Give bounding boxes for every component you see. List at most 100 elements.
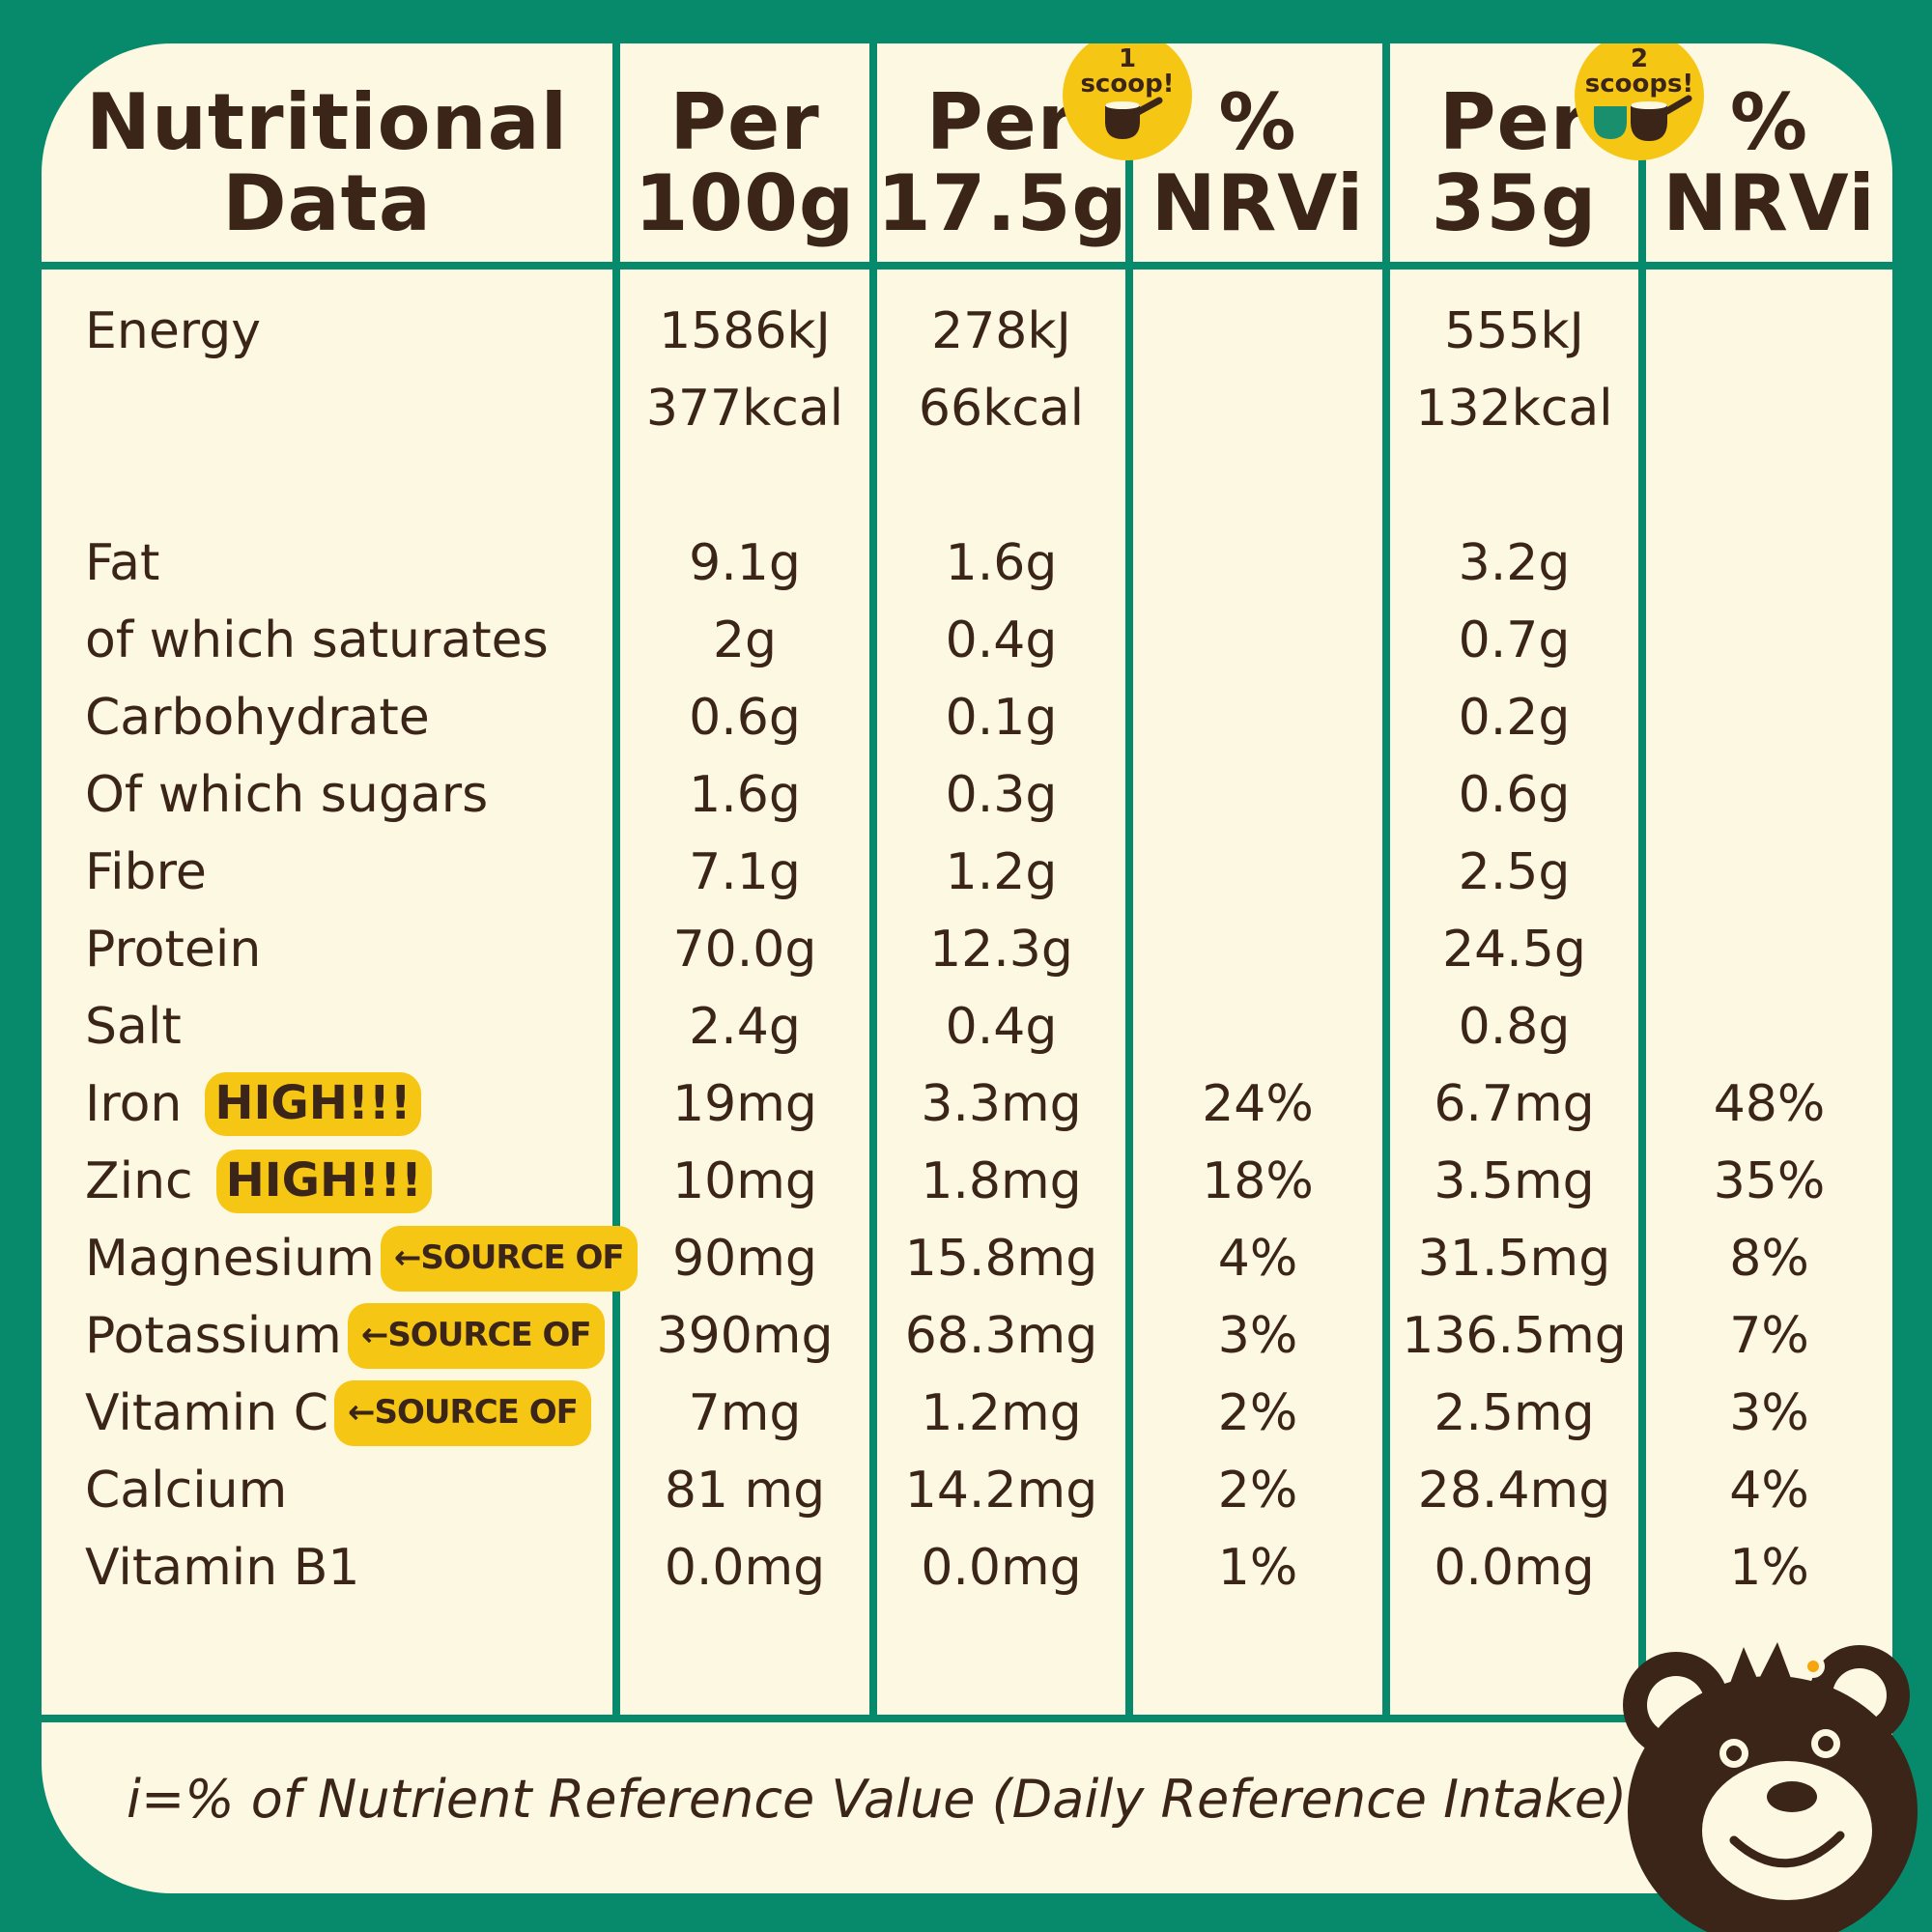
- nutrient-name: Salt: [85, 998, 182, 1056]
- header-line: NRVi: [1662, 158, 1876, 248]
- value-per17: 0.4g: [945, 998, 1058, 1056]
- nutrient-name: Energy: [85, 302, 262, 360]
- source-of-badge: ←SOURCE OF: [347, 1303, 605, 1369]
- nutrient-name: Fat: [85, 534, 160, 592]
- nutrient-name: Calcium: [85, 1462, 288, 1520]
- header-divider: [42, 262, 1892, 270]
- row-label-energy: Energy: [85, 293, 261, 370]
- header-line: 17.5g: [877, 158, 1128, 248]
- row-label: Vitamin C ←SOURCE OF: [85, 1375, 591, 1452]
- energy-kcal-per-17-5g: 66kcal: [918, 380, 1085, 438]
- value-nrv1: 1%: [1217, 1539, 1298, 1597]
- header-line: Per: [925, 77, 1077, 167]
- row-label: of which saturates: [85, 602, 549, 679]
- header-nutritional-data: Nutritional Data: [42, 82, 612, 244]
- value-per35: 2.5mg: [1434, 1384, 1595, 1442]
- value-per17: 1.2g: [945, 843, 1058, 901]
- footnote: i=% of Nutrient Reference Value (Daily R…: [127, 1769, 1628, 1830]
- header-line: Data: [222, 158, 432, 248]
- row-label: Potassium ←SOURCE OF: [85, 1297, 605, 1375]
- value-nrv2: 3%: [1729, 1384, 1809, 1442]
- row-label: Magnesium ←SOURCE OF: [85, 1220, 638, 1297]
- nutrient-name: Iron: [85, 1075, 183, 1133]
- value-nrv1: [1133, 679, 1382, 756]
- value-per100: 7mg: [688, 1384, 802, 1442]
- value-nrv1: [1133, 756, 1382, 834]
- header-line: Nutritional: [85, 77, 568, 167]
- value-per17: 1.6g: [945, 534, 1058, 592]
- header-line: Per: [669, 77, 820, 167]
- value-per100: 70.0g: [672, 921, 817, 979]
- header-line: Per: [1438, 77, 1590, 167]
- value-per17: 0.1g: [945, 689, 1058, 747]
- scoop-badge-text: 1 scoop!: [1063, 46, 1192, 97]
- two-scoops-icon: [1594, 95, 1692, 141]
- value-per100: 390mg: [656, 1307, 834, 1365]
- scoop-badge-text: 2 scoops!: [1575, 46, 1704, 97]
- header-line: %: [1729, 77, 1809, 167]
- header-line: 100g: [634, 158, 856, 248]
- value-nrv2: [1646, 602, 1892, 679]
- value-nrv2: [1646, 679, 1892, 756]
- row-label: Salt: [85, 988, 182, 1065]
- nutrient-name: Protein: [85, 921, 262, 979]
- value-per100: 10mg: [672, 1152, 817, 1210]
- value-nrv1: 2%: [1217, 1384, 1298, 1442]
- value-per17: 0.3g: [945, 766, 1058, 824]
- scoop-label: scoops!: [1584, 70, 1694, 99]
- value-per100: 0.6g: [689, 689, 801, 747]
- header-per-100g: Per 100g: [620, 82, 869, 244]
- row-label: Iron HIGH!!!: [85, 1065, 421, 1143]
- value-nrv1: [1133, 911, 1382, 988]
- energy-kj-per-17-5g: 278kJ: [931, 302, 1071, 360]
- row-label: Protein: [85, 911, 261, 988]
- value-per35: 0.7g: [1458, 611, 1571, 669]
- nutrient-name: Vitamin B1: [85, 1539, 360, 1597]
- nutrient-name: Vitamin C: [85, 1384, 329, 1442]
- header-line: %: [1218, 77, 1297, 167]
- value-per35: 2.5g: [1458, 843, 1571, 901]
- value-nrv2: 1%: [1729, 1539, 1809, 1597]
- value-per35: 0.6g: [1458, 766, 1571, 824]
- value-nrv2: 7%: [1729, 1307, 1809, 1365]
- header-nrv-2: % NRVi: [1646, 82, 1892, 244]
- value-per17: 0.4g: [945, 611, 1058, 669]
- value-per17: 15.8mg: [904, 1230, 1098, 1288]
- value-nrv1: 2%: [1217, 1462, 1298, 1520]
- value-nrv2: 8%: [1729, 1230, 1809, 1288]
- value-per100: 81 mg: [664, 1462, 826, 1520]
- energy-kcal-per-100g: 377kcal: [645, 380, 844, 438]
- value-per100: 9.1g: [689, 534, 801, 592]
- nutrient-name: Of which sugars: [85, 766, 489, 824]
- value-nrv2: [1646, 988, 1892, 1065]
- value-nrv2: 4%: [1729, 1462, 1809, 1520]
- header-per-35g: Per 35g: [1390, 82, 1638, 244]
- nutrient-name: Fibre: [85, 843, 207, 901]
- value-per17: 3.3mg: [921, 1075, 1082, 1133]
- row-label: Vitamin B1: [85, 1529, 359, 1606]
- footer-divider: [42, 1715, 1892, 1722]
- value-nrv2: [1646, 911, 1892, 988]
- value-per35: 28.4mg: [1417, 1462, 1611, 1520]
- nutrient-name: of which saturates: [85, 611, 549, 669]
- row-label: Fibre: [85, 834, 207, 911]
- value-per17: 12.3g: [929, 921, 1073, 979]
- nutrient-name: Carbohydrate: [85, 689, 430, 747]
- nutrient-name: Potassium: [85, 1307, 342, 1365]
- value-nrv1: 18%: [1202, 1152, 1314, 1210]
- row-label: Calcium: [85, 1452, 287, 1529]
- scoop-icon: [1105, 97, 1163, 139]
- one-scoop-badge: 1 scoop!: [1063, 43, 1192, 160]
- energy-kj-per-100g: 1586kJ: [659, 302, 831, 360]
- value-per35: 3.2g: [1458, 534, 1571, 592]
- scoop-count: 1: [1118, 44, 1137, 73]
- energy-kj-per-35g: 555kJ: [1444, 302, 1584, 360]
- value-per17: 14.2mg: [904, 1462, 1098, 1520]
- value-per100: 7.1g: [689, 843, 801, 901]
- nutrient-name: Zinc: [85, 1152, 193, 1210]
- value-per17: 0.0mg: [921, 1539, 1082, 1597]
- value-nrv2: 48%: [1713, 1075, 1826, 1133]
- header-line: 35g: [1431, 158, 1598, 248]
- value-per35: 3.5mg: [1434, 1152, 1595, 1210]
- value-per35: 31.5mg: [1417, 1230, 1611, 1288]
